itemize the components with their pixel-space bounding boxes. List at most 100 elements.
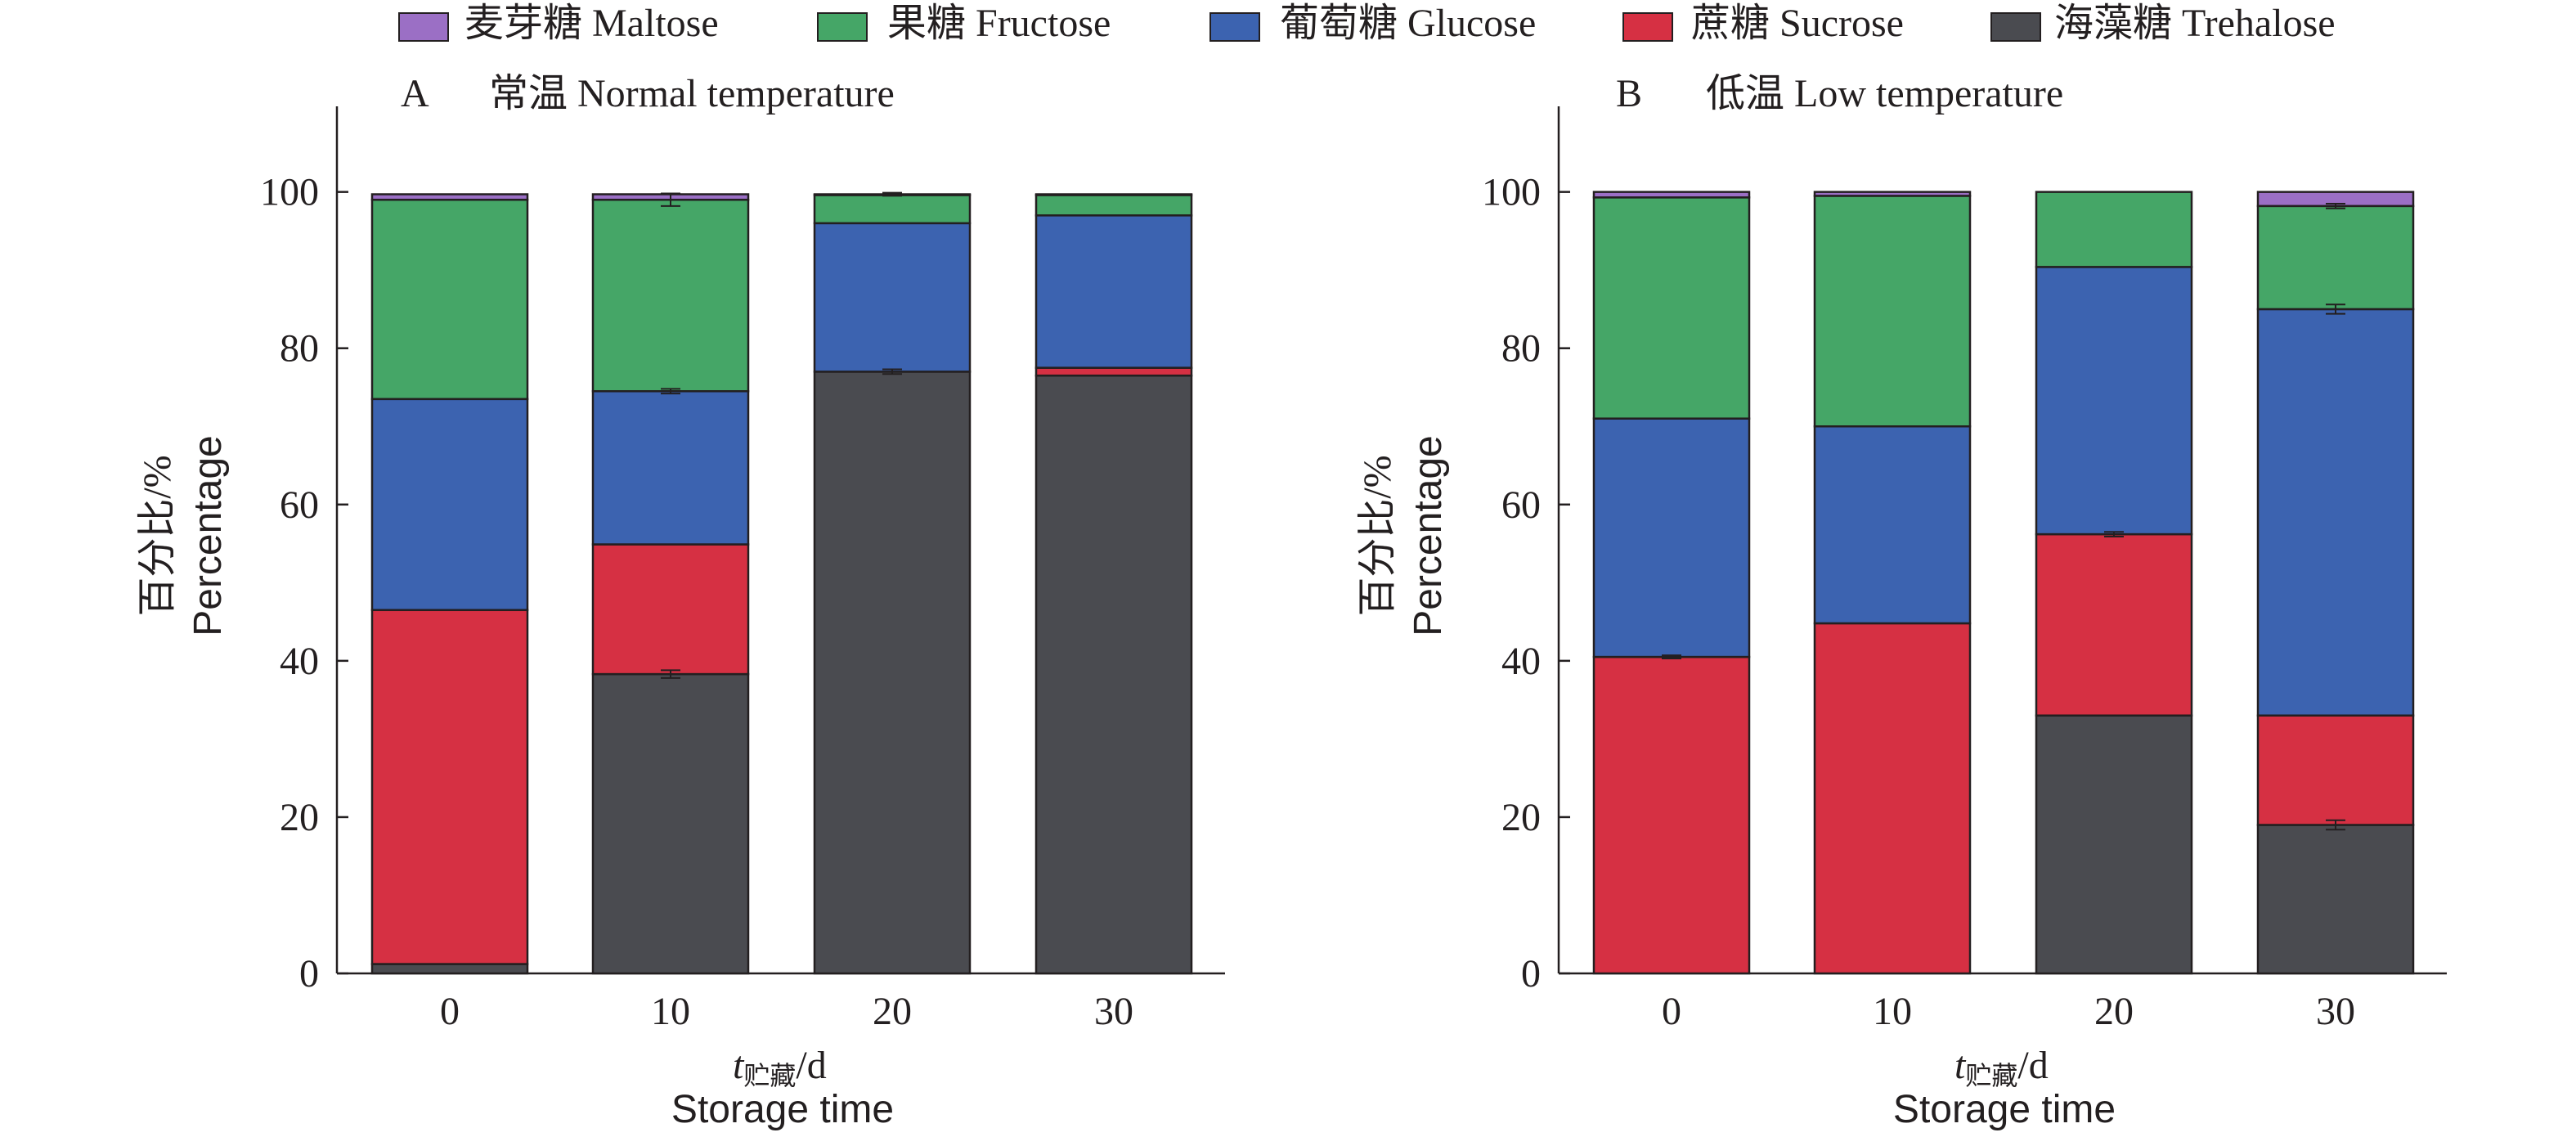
y-tick-label: 0 <box>299 952 319 995</box>
legend-label-sucrose: 蔗糖 Sucrose <box>1691 2 1904 45</box>
error-bar-sucrose <box>2104 531 2124 537</box>
panel-letter: A <box>401 72 429 115</box>
y-axis-label-en: Percentage <box>186 435 230 636</box>
x-tick-label: 10 <box>1873 990 1912 1033</box>
x-tick-label: 20 <box>873 990 912 1033</box>
legend-swatch-trehalose <box>1990 12 2041 42</box>
bar-segment-maltose <box>1592 191 1751 199</box>
x-axis-label-var: t <box>733 1044 745 1087</box>
panel-title: 常温 Normal temperature <box>489 72 895 115</box>
bar-segment-fructose <box>1592 196 1751 420</box>
bar-segment-fructose <box>1813 195 1972 428</box>
bar-segment-sucrose <box>1592 655 1751 975</box>
bar-segment-sucrose <box>2256 714 2415 826</box>
x-tick-label: 0 <box>1662 990 1681 1033</box>
y-tick-label: 60 <box>280 483 319 527</box>
y-axis-label-cn: 百分比/% <box>1356 455 1399 616</box>
bar-segment-glucose <box>1813 425 1972 625</box>
bar-segment-fructose <box>370 198 529 401</box>
bar-segment-glucose <box>2035 266 2193 536</box>
x-tick-label: 20 <box>2094 990 2134 1033</box>
y-tick-label: 80 <box>1501 327 1541 371</box>
bar-stack-day-20 <box>813 191 972 975</box>
bar-stack-day-10 <box>1813 191 1972 975</box>
error-bar-sucrose <box>1662 654 1681 659</box>
legend-swatch-maltose <box>398 12 449 42</box>
y-axis-label-en: Percentage <box>1407 435 1450 636</box>
bar-segment-fructose <box>2256 204 2415 311</box>
legend: 麦芽糖 Maltose 果糖 Fructose 葡萄糖 Glucose 蔗糖 Sucr… <box>398 2 2336 45</box>
y-tick-label: 0 <box>1521 952 1541 995</box>
bar-segment-sucrose <box>1034 366 1193 377</box>
x-axis-label-sub: 贮藏 <box>1965 1061 2017 1090</box>
bar-stack-day-30 <box>1034 193 1193 975</box>
bar-segment-glucose <box>1034 214 1193 369</box>
y-tick-label: 60 <box>1501 483 1541 527</box>
x-axis-label-unit: /d <box>2017 1044 2048 1087</box>
x-tick-label: 30 <box>1094 990 1133 1033</box>
legend-item-fructose: 果糖 Fructose <box>817 2 1111 45</box>
bar-segment-glucose <box>813 222 972 373</box>
bar-segment-sucrose <box>370 609 529 965</box>
bar-segment-fructose <box>813 194 972 225</box>
y-tick-label: 80 <box>280 327 319 371</box>
legend-swatch-fructose <box>817 12 868 42</box>
bar-segment-sucrose <box>2035 533 2193 717</box>
error-bar-fructose <box>2326 202 2345 209</box>
x-axis-label-en: Storage time <box>1893 1088 2116 1131</box>
bar-segment-glucose <box>591 390 750 546</box>
bar-segment-trehalose <box>813 371 972 975</box>
bar-segment-trehalose <box>591 672 750 975</box>
bar-stack-day-0 <box>1592 191 1751 975</box>
error-bar-glucose <box>661 388 680 395</box>
legend-label-fructose: 果糖 Fructose <box>887 2 1111 45</box>
bar-stack-day-20 <box>2035 191 2193 975</box>
legend-item-trehalose: 海藻糖 Trehalose <box>1990 2 2336 45</box>
error-bar-trehalose <box>661 669 680 679</box>
legend-swatch-glucose <box>1209 12 1260 42</box>
bar-segment-fructose <box>591 198 750 393</box>
x-axis-label-var: t <box>1954 1044 1967 1087</box>
bar-segment-fructose <box>1034 194 1193 217</box>
y-tick-label: 20 <box>1501 796 1541 839</box>
legend-label-trehalose: 海藻糖 Trehalose <box>2054 2 2336 45</box>
bar-segment-fructose <box>2035 191 2193 268</box>
legend-label-maltose: 麦芽糖 Maltose <box>464 2 719 45</box>
bar-segment-trehalose <box>370 963 529 975</box>
legend-item-sucrose: 蔗糖 Sucrose <box>1622 2 1904 45</box>
y-tick-label: 40 <box>280 640 319 683</box>
legend-label-glucose: 葡萄糖 Glucose <box>1280 2 1536 45</box>
bar-segment-trehalose <box>2035 714 2193 975</box>
error-bar-glucose <box>2326 303 2345 315</box>
y-tick-label: 100 <box>1482 171 1541 214</box>
error-bar-fructose <box>661 192 680 207</box>
bar-segment-glucose <box>1592 417 1751 658</box>
panel-letter: B <box>1616 72 1642 115</box>
bar-segment-glucose <box>2256 308 2415 717</box>
legend-item-maltose: 麦芽糖 Maltose <box>398 2 719 45</box>
x-axis-label-en: Storage time <box>671 1088 894 1131</box>
error-bar-trehalose <box>882 368 902 375</box>
bar-segment-sucrose <box>591 543 750 676</box>
bar-segment-trehalose <box>1034 374 1193 975</box>
y-tick-label: 100 <box>260 171 319 214</box>
x-axis-label-variable: t贮藏/d <box>1954 1044 2049 1090</box>
x-tick-label: 30 <box>2316 990 2355 1033</box>
x-axis-label-unit: /d <box>796 1044 826 1087</box>
error-bar-maltose <box>882 191 902 197</box>
x-tick-label: 0 <box>440 990 460 1033</box>
x-tick-label: 10 <box>651 990 690 1033</box>
bar-segment-trehalose <box>2256 824 2415 975</box>
y-axis-label-cn: 百分比/% <box>136 455 179 616</box>
bar-segment-sucrose <box>1813 622 1972 975</box>
bar-segment-maltose <box>1813 191 1972 197</box>
bar-stack-day-10 <box>591 192 750 975</box>
x-axis-label-sub: 贮藏 <box>743 1061 796 1090</box>
bar-segment-glucose <box>370 398 529 612</box>
y-tick-label: 40 <box>1501 640 1541 683</box>
legend-item-glucose: 葡萄糖 Glucose <box>1209 2 1536 45</box>
y-tick-label: 20 <box>280 796 319 839</box>
